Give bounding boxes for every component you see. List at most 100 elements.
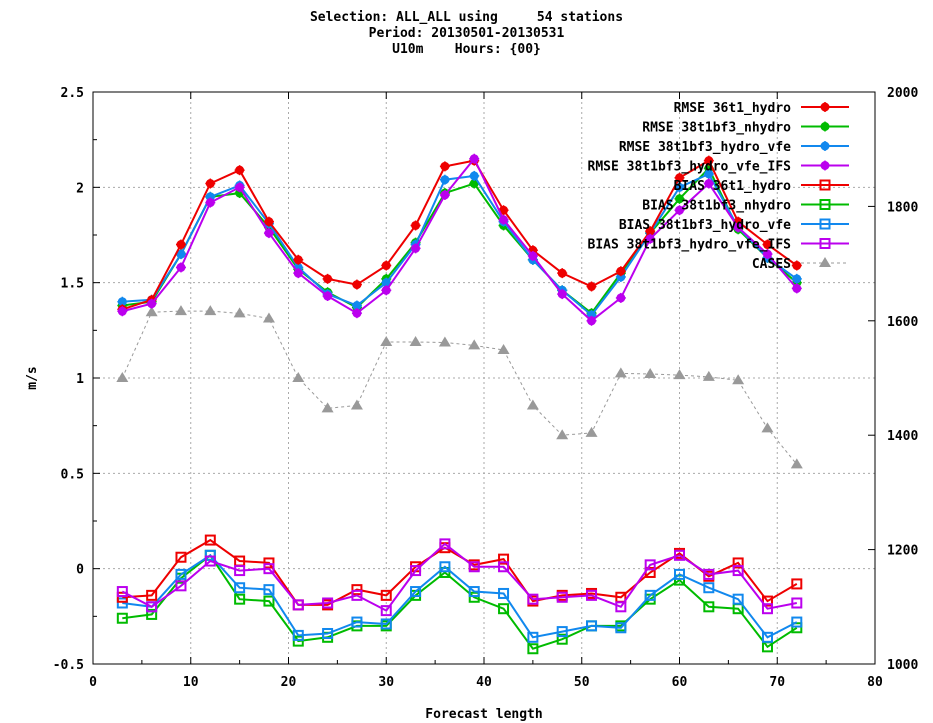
data-point [292, 629, 304, 641]
x-tick-label: 50 [574, 675, 590, 690]
data-point [234, 182, 245, 193]
data-point [146, 601, 158, 613]
chart-title-line-1: Selection: ALL_ALL using 54 stations [309, 10, 624, 25]
data-point [146, 298, 157, 309]
data-point [526, 399, 539, 410]
x-axis-label: Forecast length [425, 707, 542, 722]
chart-title-line-3: U10m Hours: {00} [392, 42, 541, 57]
data-point [674, 193, 685, 204]
data-point [586, 315, 597, 326]
data-point [410, 565, 422, 577]
data-point [674, 182, 685, 193]
series-line [121, 159, 798, 311]
data-point [351, 616, 363, 628]
data-point [498, 587, 510, 599]
data-point [761, 603, 773, 615]
data-point [615, 266, 626, 277]
data-point [263, 563, 275, 575]
data-point [703, 178, 714, 189]
data-point [439, 538, 451, 550]
x-tick-label: 30 [378, 675, 394, 690]
legend-marker [820, 102, 830, 112]
data-point [468, 586, 480, 598]
legend-label: RMSE 38t1bf3_nhydro [642, 121, 791, 136]
data-point [557, 289, 568, 300]
legend-label: RMSE 38t1bf3_hydro_vfe_IFS [588, 160, 792, 175]
data-point [174, 305, 187, 316]
legend-label: RMSE 38t1bf3_hydro_vfe [619, 140, 791, 155]
series-line [122, 553, 798, 639]
data-point [761, 631, 773, 643]
data-point [263, 557, 275, 569]
legend-label: RMSE 36t1_hydro [674, 101, 792, 116]
data-point [262, 312, 275, 323]
data-point [439, 561, 451, 573]
data-point [322, 273, 333, 284]
data-point [674, 205, 685, 216]
data-point [498, 553, 510, 565]
data-point [557, 268, 568, 279]
x-tick-label: 0 [89, 675, 97, 690]
legend-marker [820, 160, 830, 171]
data-point [791, 273, 802, 284]
data-point [175, 580, 187, 592]
data-point [586, 589, 598, 601]
data-point [498, 603, 510, 615]
y-tick-label: 2.5 [61, 86, 84, 101]
series-line [122, 156, 798, 323]
legend-marker [820, 121, 830, 132]
data-point [116, 372, 129, 382]
data-point [761, 595, 773, 607]
data-point [234, 565, 246, 577]
data-point [350, 399, 363, 410]
data-point [175, 262, 186, 273]
data-point [351, 584, 363, 596]
data-point [703, 601, 715, 613]
data-point [644, 367, 657, 378]
data-point [351, 589, 363, 601]
data-point [761, 422, 774, 433]
data-point [292, 372, 305, 382]
data-point [732, 565, 744, 577]
legend-marker [819, 199, 831, 210]
data-point [204, 534, 216, 546]
data-point [791, 283, 802, 294]
data-point [380, 335, 393, 346]
data-point [498, 205, 509, 216]
data-point [380, 618, 392, 630]
data-point [527, 631, 539, 643]
chart-title-line-2: Period: 20130501-20130531 [368, 26, 565, 41]
y-tick-label: -0.5 [53, 658, 84, 673]
data-point [381, 260, 392, 271]
data-point [556, 429, 569, 440]
data-point [556, 591, 568, 603]
data-point [674, 549, 685, 561]
data-point [615, 622, 627, 634]
data-point [292, 635, 304, 647]
data-point [703, 582, 715, 594]
data-point [498, 561, 510, 573]
data-point [556, 633, 568, 645]
legend-marker [820, 141, 830, 151]
data-point [205, 178, 216, 189]
data-point [644, 559, 656, 571]
data-point [410, 220, 421, 231]
data-point [527, 643, 539, 655]
data-point [673, 369, 686, 380]
data-point [586, 620, 598, 632]
data-point [791, 622, 803, 634]
legend-label: BIAS 38t1bf3_hydro_vfe_IFS [588, 238, 792, 253]
data-point [116, 612, 128, 624]
data-point [439, 174, 450, 185]
data-point [175, 551, 187, 563]
data-point [762, 239, 773, 250]
data-point [791, 597, 803, 609]
y2-tick-label: 1200 [887, 544, 918, 559]
data-point [234, 165, 245, 176]
data-point [409, 335, 422, 346]
data-point [645, 233, 656, 244]
data-point [732, 374, 745, 385]
data-point [234, 582, 246, 594]
data-point [116, 591, 128, 603]
data-point [204, 305, 217, 316]
